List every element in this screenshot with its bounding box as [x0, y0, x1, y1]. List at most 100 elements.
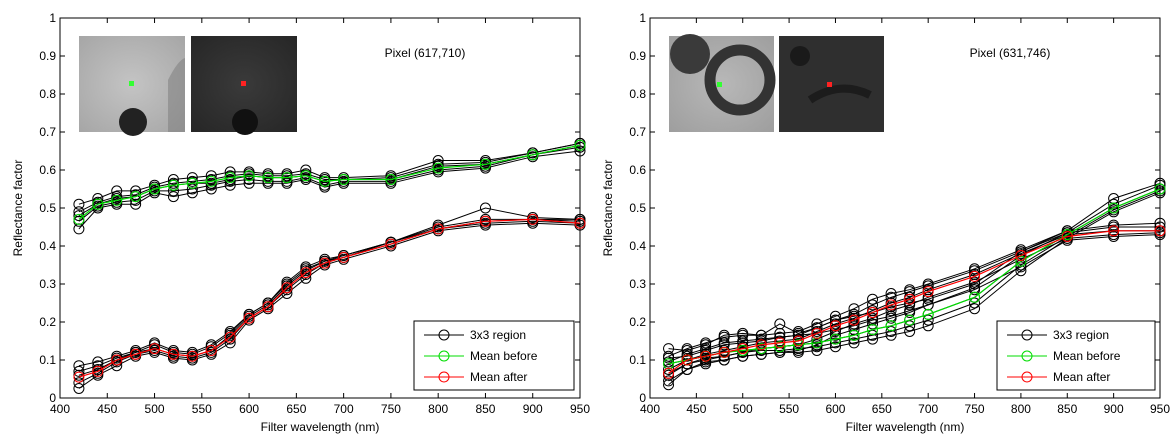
region-before-point	[922, 320, 934, 332]
mean-after-line	[668, 230, 1160, 374]
mean-after-point	[922, 286, 934, 298]
mean-before-point	[969, 291, 981, 303]
region-after-line	[668, 230, 1160, 370]
mean-after-point	[385, 238, 397, 250]
mean-before-point	[1015, 255, 1027, 267]
x-tick-label: 850	[475, 402, 495, 416]
region-before-point	[73, 206, 85, 218]
y-tick-label: 0.2	[39, 315, 56, 329]
y-tick-label: 0.5	[39, 201, 56, 215]
y-tick-label: 0.8	[629, 87, 646, 101]
region-before-point	[811, 345, 823, 356]
region-after-line	[78, 207, 581, 367]
mean-before-point	[479, 158, 491, 170]
y-tick-label: 0.4	[39, 239, 56, 253]
mean-before-point	[149, 183, 161, 195]
mean-before-point	[755, 343, 767, 355]
mean-after-point	[737, 343, 749, 355]
region-before-point	[829, 337, 841, 349]
region-after-point	[1015, 244, 1027, 256]
region-after-point	[969, 276, 981, 288]
x-tick-label: 800	[1011, 402, 1031, 416]
region-after-point	[700, 356, 712, 368]
y-tick-label: 0.9	[629, 49, 646, 63]
region-before-point	[300, 164, 312, 176]
mean-after-point	[205, 345, 217, 356]
region-before-point	[167, 185, 179, 197]
chart-left-title: Pixel (617,710)	[385, 46, 466, 60]
mean-before-point	[1108, 202, 1120, 214]
chart-left-ylabel: Reflectance factor	[11, 160, 25, 257]
region-after-point	[73, 360, 85, 372]
region-before-point	[319, 179, 331, 191]
mean-after-point	[811, 327, 823, 339]
mean-after-point	[718, 346, 730, 358]
region-after-point	[111, 350, 123, 362]
y-tick-label: 0.1	[629, 353, 646, 367]
region-before-point	[432, 155, 444, 166]
region-after-point	[432, 219, 444, 231]
y-tick-label: 0.7	[39, 125, 56, 139]
region-after-point	[829, 314, 841, 326]
region-after-point	[811, 333, 823, 345]
region-after-point	[663, 375, 675, 387]
x-tick-label: 900	[523, 402, 543, 416]
x-tick-label: 700	[918, 402, 938, 416]
mean-before-point	[1154, 183, 1166, 195]
region-before-point	[663, 343, 675, 355]
region-before-point	[262, 175, 274, 187]
mean-after-point	[574, 217, 586, 229]
region-after-point	[848, 308, 860, 320]
region-before-point	[885, 326, 897, 337]
region-before-point	[243, 174, 255, 185]
x-tick-label: 400	[50, 402, 70, 416]
x-tick-label: 450	[686, 402, 706, 416]
chart-right-legend: 3x3 region Mean before Mean after	[996, 320, 1156, 391]
region-before-point	[186, 183, 198, 195]
mean-after-point	[527, 213, 539, 225]
x-tick-label: 450	[97, 402, 117, 416]
chart-left-inset-after	[191, 36, 297, 135]
mean-before-point	[574, 139, 586, 151]
chart-right-yticks: 0 0.1 0.2 0.3 0.4 0.5 0.6 0.7 0.8 0.9 1	[629, 11, 1160, 405]
chart-right-legend-region: 3x3 region	[1053, 328, 1109, 342]
x-tick-label: 600	[239, 402, 259, 416]
region-after-point	[243, 308, 255, 320]
region-after-point	[922, 278, 934, 290]
mean-after-point	[73, 371, 85, 383]
region-after-point	[1154, 221, 1166, 233]
mean-before-point	[867, 324, 879, 336]
chart-left-xticks: 400 450 500 550 600 650 700 750 800 850 900 950	[50, 18, 590, 416]
region-after-point	[718, 331, 730, 343]
x-tick-label: 550	[192, 402, 212, 416]
region-after-point	[574, 213, 586, 225]
region-after-point	[73, 365, 85, 377]
region-after-line	[668, 226, 1160, 363]
y-tick-label: 0.1	[39, 353, 56, 367]
y-tick-label: 0.8	[39, 87, 56, 101]
mean-after-point	[681, 354, 693, 366]
x-tick-label: 550	[779, 402, 799, 416]
mean-after-point	[338, 251, 350, 263]
region-after-point	[681, 343, 693, 355]
x-tick-label: 900	[1104, 402, 1124, 416]
mean-before-point	[848, 329, 860, 341]
y-tick-label: 0.2	[629, 315, 646, 329]
region-before-point	[224, 166, 236, 178]
mean-before-line	[78, 144, 581, 220]
mean-before-point	[792, 339, 804, 351]
mean-after-point	[224, 331, 236, 343]
mean-before-point	[527, 149, 539, 161]
mean-after-point	[479, 215, 491, 227]
mean-after-point	[243, 312, 255, 324]
region-before-point	[432, 158, 444, 170]
region-before-point	[186, 172, 198, 184]
region-before-point	[167, 174, 179, 185]
region-after-point	[1154, 217, 1166, 229]
chart-right-xlabel: Filter wavelength (nm)	[846, 420, 965, 434]
x-tick-label: 500	[733, 402, 753, 416]
mean-before-point	[186, 177, 198, 189]
region-before-point	[262, 168, 274, 180]
region-after-point	[479, 202, 491, 214]
